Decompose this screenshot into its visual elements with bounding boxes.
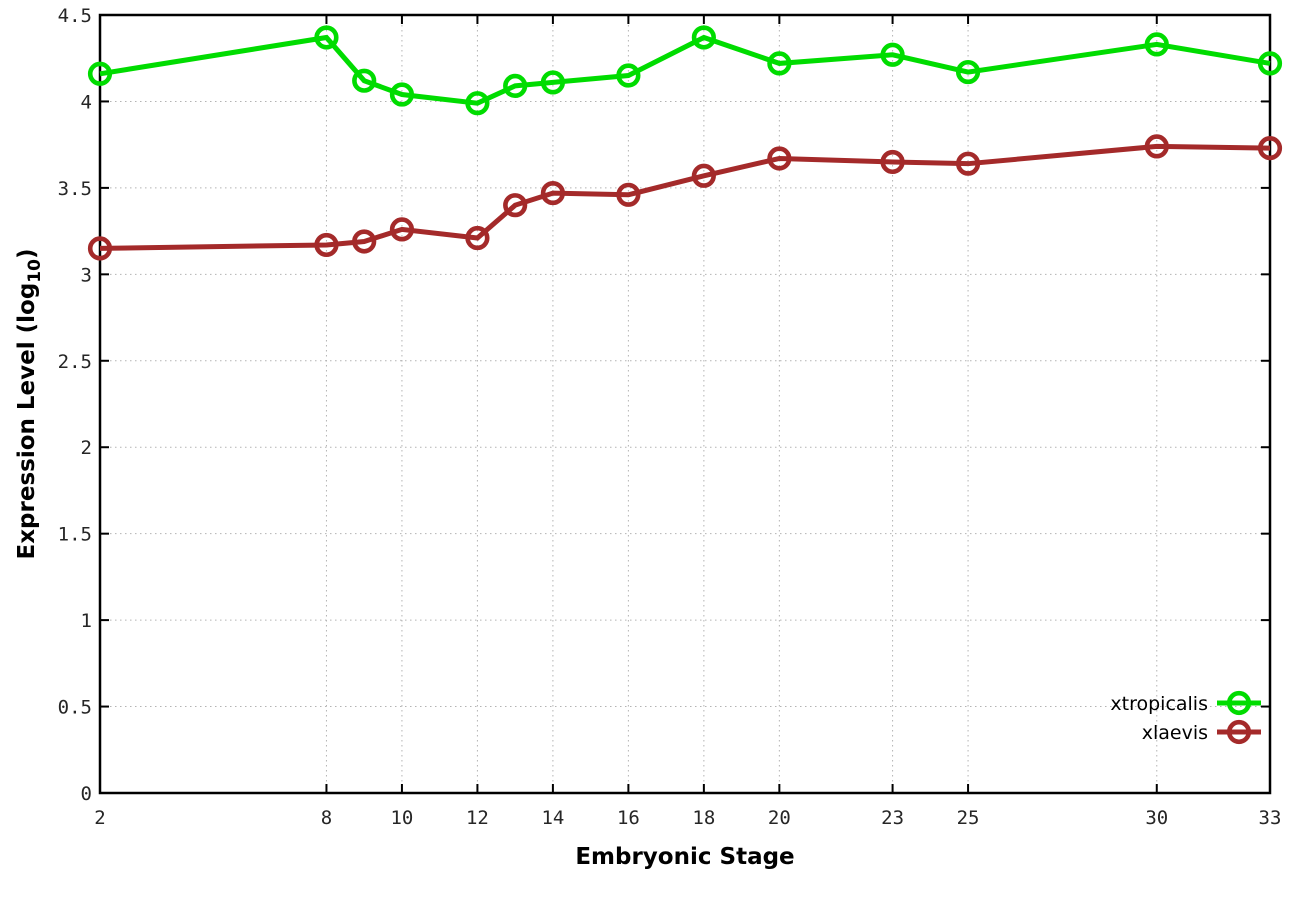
x-axis-title: Embryonic Stage [575, 844, 794, 870]
data-point-xtropicalis [389, 82, 415, 107]
data-point-xtropicalis [691, 25, 716, 50]
x-tick-label: 33 [1259, 807, 1282, 829]
data-point-xlaevis [314, 232, 339, 258]
y-tick-label: 3 [81, 264, 92, 286]
y-tick-label: 1 [81, 610, 92, 632]
legend-label-xtropicalis: xtropicalis [1110, 693, 1208, 715]
data-point-xtropicalis [616, 63, 641, 88]
data-point-xlaevis [616, 182, 641, 207]
data-point-xtropicalis [503, 73, 528, 98]
data-point-xlaevis [1144, 134, 1169, 159]
plot-border [98, 13, 1272, 795]
data-point-xtropicalis [1144, 32, 1169, 57]
data-point-xtropicalis [540, 70, 566, 95]
legend-marker-xtropicalis [1226, 690, 1252, 716]
data-point-xtropicalis [465, 91, 490, 116]
x-tick-label: 18 [692, 807, 715, 829]
data-point-xlaevis [540, 180, 566, 206]
data-point-xtropicalis [87, 61, 113, 86]
y-tick-label: 4 [81, 91, 92, 113]
y-axis-title: Expression Level (log10) [14, 249, 45, 560]
data-point-xlaevis [352, 229, 377, 254]
data-point-xtropicalis [314, 25, 339, 50]
y-tick-label: 1.5 [58, 524, 92, 546]
y-tick-label: 0 [81, 783, 92, 805]
y-tick-label: 2.5 [58, 351, 92, 373]
x-tick-label: 30 [1145, 807, 1168, 829]
x-tick-label: 25 [957, 807, 980, 829]
series-line-xtropicalis [99, 34, 1271, 106]
data-point-xtropicalis [1257, 51, 1283, 76]
data-point-xlaevis [1257, 136, 1283, 161]
x-tick-label: 20 [768, 807, 791, 829]
x-tick-label: 10 [390, 807, 413, 829]
data-point-xlaevis [389, 217, 415, 242]
x-tick-label: 8 [321, 807, 332, 829]
data-point-xlaevis [955, 151, 981, 176]
x-tick-label: 2 [94, 807, 105, 829]
x-tick-label: 16 [617, 807, 640, 829]
data-point-xtropicalis [880, 42, 905, 67]
data-point-xlaevis [767, 146, 792, 171]
data-point-xtropicalis [767, 51, 792, 76]
x-tick-label: 14 [541, 807, 564, 829]
x-tick-label: 23 [881, 807, 904, 829]
y-tick-label: 4.5 [58, 5, 92, 27]
data-point-xlaevis [465, 225, 490, 251]
data-point-xlaevis [503, 193, 528, 218]
x-tick-label: 12 [466, 807, 489, 829]
data-point-xlaevis [87, 236, 113, 261]
series-line-xlaevis [99, 143, 1271, 251]
data-point-xlaevis [691, 163, 716, 188]
y-tick-label: 3.5 [58, 178, 92, 200]
y-tick-label: 0.5 [58, 697, 92, 719]
data-point-xlaevis [880, 149, 905, 175]
y-tick-label: 2 [81, 437, 92, 459]
data-point-xtropicalis [352, 68, 377, 93]
legend-marker-xlaevis [1226, 719, 1252, 745]
legend-label-xlaevis: xlaevis [1142, 722, 1208, 744]
data-point-xtropicalis [955, 59, 981, 85]
